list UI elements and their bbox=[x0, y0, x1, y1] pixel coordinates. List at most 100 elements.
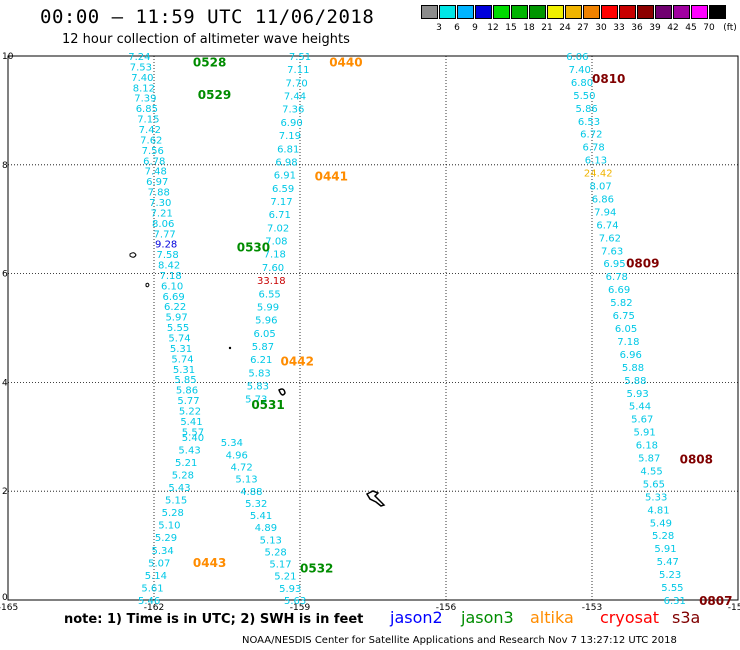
wave-height-value: 5.67 bbox=[631, 415, 653, 426]
satellite-legend-altika: altika bbox=[530, 608, 574, 627]
wave-height-value: 6.78 bbox=[582, 143, 604, 154]
chart-subtitle: 12 hour collection of altimeter wave hei… bbox=[62, 32, 350, 47]
legend-swatch bbox=[637, 5, 654, 19]
wave-height-value: 5.07 bbox=[148, 558, 170, 569]
legend-swatch bbox=[691, 5, 708, 19]
y-tick-label: 6 bbox=[2, 270, 8, 280]
wave-height-value: 6.98 bbox=[275, 157, 297, 168]
x-tick-label: -159 bbox=[290, 603, 311, 613]
satellite-legend-jason3: jason3 bbox=[461, 608, 514, 627]
legend-label: 15 bbox=[505, 23, 517, 33]
wave-height-value: 5.31 bbox=[170, 344, 192, 355]
pass-time-label: 0807 bbox=[699, 594, 732, 608]
wave-height-value: 7.17 bbox=[270, 197, 292, 208]
wave-height-value: 5.86 bbox=[576, 104, 598, 115]
legend-label: 3 bbox=[436, 23, 442, 33]
wave-height-value: 6.53 bbox=[578, 117, 600, 128]
legend-swatch bbox=[511, 5, 528, 19]
wave-height-value: 5.74 bbox=[171, 354, 193, 365]
legend-label: 24 bbox=[559, 23, 571, 33]
wave-height-value: 6.96 bbox=[620, 350, 642, 361]
wave-height-value: 7.40 bbox=[569, 65, 591, 76]
wave-height-value: 7.36 bbox=[282, 105, 304, 116]
wave-height-value: 5.43 bbox=[178, 445, 200, 456]
wave-height-value: 7.63 bbox=[601, 246, 623, 257]
wave-height-value: 6.21 bbox=[250, 355, 272, 366]
wave-height-value: 5.21 bbox=[274, 572, 296, 583]
wave-height-value: 5.13 bbox=[260, 535, 282, 546]
wave-height-value: 5.61 bbox=[141, 583, 163, 594]
wave-height-value: 4.55 bbox=[640, 466, 662, 477]
satellite-legend-jason2: jason2 bbox=[390, 608, 443, 627]
wave-height-value: 6.80 bbox=[571, 78, 593, 89]
legend-swatch bbox=[457, 5, 474, 19]
wave-height-value: 5.63 bbox=[284, 596, 306, 607]
wave-height-value: 7.62 bbox=[140, 135, 162, 146]
wave-height-value: 5.50 bbox=[573, 91, 595, 102]
wave-height-value: 5.88 bbox=[622, 363, 644, 374]
legend-label: 39 bbox=[649, 23, 661, 33]
legend-label: 21 bbox=[541, 23, 553, 33]
wave-height-value: 5.97 bbox=[165, 313, 187, 324]
wave-height-value: 5.82 bbox=[610, 298, 632, 309]
wave-height-value: 5.96 bbox=[255, 316, 277, 327]
wave-height-value: 7.24 bbox=[128, 52, 150, 63]
legend-label: 45 bbox=[685, 23, 697, 33]
wave-height-value: 7.70 bbox=[285, 78, 307, 89]
wave-height-value: 5.93 bbox=[279, 584, 301, 595]
wave-height-value: 5.87 bbox=[252, 342, 274, 353]
wave-height-value: 7.60 bbox=[262, 263, 284, 274]
wave-height-value: 6.06 bbox=[566, 52, 588, 63]
legend-swatch bbox=[583, 5, 600, 19]
wave-height-value: 7.48 bbox=[145, 167, 167, 178]
wave-height-value: 4.89 bbox=[255, 523, 277, 534]
wave-height-value: 7.18 bbox=[264, 250, 286, 261]
pass-time-label: 0440 bbox=[329, 55, 362, 69]
x-tick-label: -162 bbox=[144, 603, 164, 613]
wave-height-value: 7.62 bbox=[599, 233, 621, 244]
legend-swatch bbox=[475, 5, 492, 19]
wave-height-value: 7.18 bbox=[159, 271, 181, 282]
legend-label: 33 bbox=[613, 23, 625, 33]
legend-label: 27 bbox=[577, 23, 589, 33]
wave-height-value: 7.08 bbox=[265, 237, 287, 248]
wave-height-value: 5.34 bbox=[221, 438, 243, 449]
island-outline bbox=[129, 252, 137, 258]
wave-height-value: 5.86 bbox=[176, 386, 198, 397]
wave-height-value: 6.85 bbox=[136, 104, 158, 115]
wave-height-value: 5.28 bbox=[172, 470, 194, 481]
wave-height-value: 8.42 bbox=[158, 261, 180, 272]
wave-height-value: 5.73 bbox=[245, 395, 267, 406]
wave-height-value: 6.13 bbox=[585, 156, 607, 167]
wave-height-value: 4.96 bbox=[226, 450, 248, 461]
satellite-legend-cryosat: cryosat bbox=[600, 608, 660, 627]
island-outline bbox=[365, 490, 386, 507]
wave-height-value: 5.28 bbox=[265, 547, 287, 558]
units-note: note: 1) Time is in UTC; 2) SWH is in fe… bbox=[64, 612, 364, 627]
pass-time-label: 0443 bbox=[193, 556, 226, 570]
wave-height-value: 5.65 bbox=[643, 479, 665, 490]
wave-height-value: 5.44 bbox=[629, 402, 651, 413]
wave-height-value: 6.95 bbox=[603, 259, 625, 270]
legend-label: 9 bbox=[472, 23, 478, 33]
wave-height-value: 9.28 bbox=[155, 240, 177, 251]
legend-swatch bbox=[655, 5, 672, 19]
wave-height-value: 5.57 bbox=[182, 427, 204, 438]
wave-height-value: 24.42 bbox=[584, 169, 613, 180]
wave-height-value: 8.06 bbox=[152, 219, 174, 230]
wave-height-value: 5.93 bbox=[627, 389, 649, 400]
wave-height-value: 5.34 bbox=[151, 546, 173, 557]
legend-label: 30 bbox=[595, 23, 607, 33]
legend-label: 70 bbox=[703, 23, 715, 33]
wave-height-value: 6.97 bbox=[146, 177, 168, 188]
x-tick-label: -153 bbox=[582, 603, 602, 613]
pass-time-label: 0441 bbox=[315, 170, 348, 184]
pass-time-label: 0808 bbox=[680, 453, 713, 467]
y-tick-label: 0 bbox=[2, 593, 8, 603]
wave-height-value: 5.31 bbox=[173, 365, 195, 376]
wave-height-value: 5.46 bbox=[138, 596, 160, 607]
pass-time-label: 0531 bbox=[251, 398, 284, 412]
wave-height-value: 7.15 bbox=[137, 115, 159, 126]
wave-height-value: 7.44 bbox=[284, 92, 306, 103]
